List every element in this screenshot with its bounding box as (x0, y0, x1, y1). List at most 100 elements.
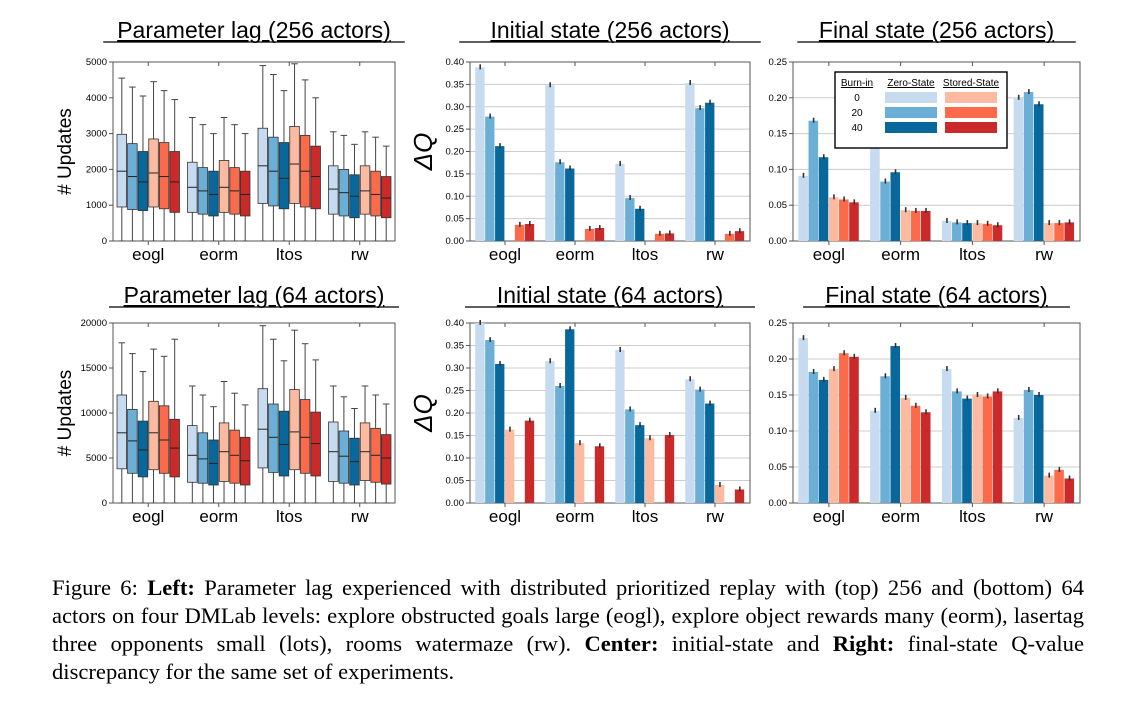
bar (890, 346, 901, 503)
x-tick-label: ltos (632, 245, 658, 264)
bar (992, 391, 1003, 503)
bar (910, 210, 921, 241)
bar (1023, 92, 1034, 242)
chart-panel-4: 0 5000 10000 15000 20000 eogl eorm ltos rw Parame… (55, 282, 399, 526)
plot-frame (112, 61, 396, 242)
legend-zero-header: Zero-State (887, 78, 935, 89)
x-tick-label: rw (706, 507, 725, 526)
box-plot (148, 348, 159, 504)
bar (900, 210, 911, 241)
bar (615, 350, 625, 503)
x-tick-label: eorm (199, 507, 238, 526)
bar (952, 222, 962, 241)
y-tick-label: 0.30 (446, 102, 465, 113)
bar (635, 208, 645, 241)
bar (880, 181, 890, 241)
y-tick-label: 5000 (86, 57, 107, 68)
bar (992, 225, 1003, 241)
bar (495, 363, 505, 503)
x-tick-label: rw (1035, 507, 1054, 526)
x-tick-label: eorm (556, 507, 595, 526)
bar (900, 397, 911, 503)
bar (962, 223, 972, 241)
x-tick-label: rw (706, 245, 725, 264)
bar (685, 379, 695, 503)
caption-right-label: Right: (832, 631, 895, 656)
legend-swatch-zero (885, 107, 937, 118)
box-plot (289, 63, 300, 242)
box-plot (299, 79, 311, 242)
box-plot (338, 134, 350, 242)
box-plot (187, 385, 198, 504)
box-plot (127, 86, 138, 242)
bar (920, 412, 931, 503)
caption-text-1: Parameter lag experienced with distribut… (52, 575, 1084, 656)
box-plot (310, 97, 321, 242)
bar (962, 398, 972, 503)
y-tick-label: 0.20 (769, 354, 788, 365)
box-plot (218, 116, 230, 242)
box-plot (380, 145, 392, 242)
chart-panel-3: 0.00 0.05 0.10 0.15 0.20 0.25 eogl eorm ltos rw Fi… (769, 17, 1081, 264)
x-tick-label: eorm (881, 507, 920, 526)
box-plot (278, 90, 290, 242)
bar (664, 435, 675, 503)
box (116, 394, 128, 470)
x-tick-label: eorm (556, 245, 595, 264)
box (257, 388, 268, 469)
box (268, 403, 279, 473)
box-plot (328, 131, 339, 242)
bar (475, 323, 485, 503)
box (187, 425, 198, 483)
box-plot (229, 124, 240, 242)
x-tick-label: eorm (881, 245, 920, 264)
chart-title: Initial state (256 actors) (490, 17, 729, 43)
bar (705, 102, 715, 241)
y-tick-label: 0.35 (446, 341, 465, 352)
box-plot (257, 65, 268, 242)
y-tick-label: 5000 (86, 453, 107, 464)
box-plot (218, 381, 230, 504)
y-tick-label: 0.05 (769, 462, 788, 473)
plot-frame (792, 322, 1081, 504)
legend-burnin-header: Burn-in (841, 78, 873, 89)
box-plot (137, 371, 149, 504)
y-tick-label: 0.20 (446, 147, 465, 158)
chart-title: Final state (64 actors) (825, 282, 1047, 308)
box-plot (239, 133, 251, 242)
bar (828, 197, 839, 241)
bar (870, 135, 880, 241)
box (310, 145, 321, 210)
box-plot (169, 99, 180, 242)
box (239, 170, 251, 217)
x-tick-label: ltos (959, 507, 985, 526)
box (158, 142, 170, 210)
bar (920, 210, 931, 241)
bar (808, 120, 819, 241)
bar (625, 198, 635, 241)
box (116, 133, 128, 208)
legend-stored-header: Stored-State (943, 78, 1000, 89)
legend-swatch-stored (945, 122, 997, 133)
box (380, 434, 392, 485)
box-plot (380, 403, 392, 504)
bar (545, 85, 555, 242)
caption-left-label: Left: (147, 575, 195, 600)
box-plot (169, 338, 180, 504)
x-tick-label: eogl (489, 507, 521, 526)
bar (818, 379, 829, 503)
y-tick-label: 0.00 (769, 498, 788, 509)
x-tick-label: ltos (276, 507, 302, 526)
y-tick-label: 0.10 (446, 453, 465, 464)
x-tick-label: eogl (132, 245, 164, 264)
box-plot (137, 95, 149, 242)
chart-title: Parameter lag (256 actors) (117, 17, 391, 43)
y-tick-label: 0.15 (769, 390, 788, 401)
bar (941, 220, 952, 241)
bar (594, 446, 605, 503)
box-plot (359, 131, 371, 242)
y-tick-label: 15000 (81, 363, 107, 374)
x-tick-label: ltos (959, 245, 985, 264)
y-tick-label: 0.25 (769, 318, 788, 329)
